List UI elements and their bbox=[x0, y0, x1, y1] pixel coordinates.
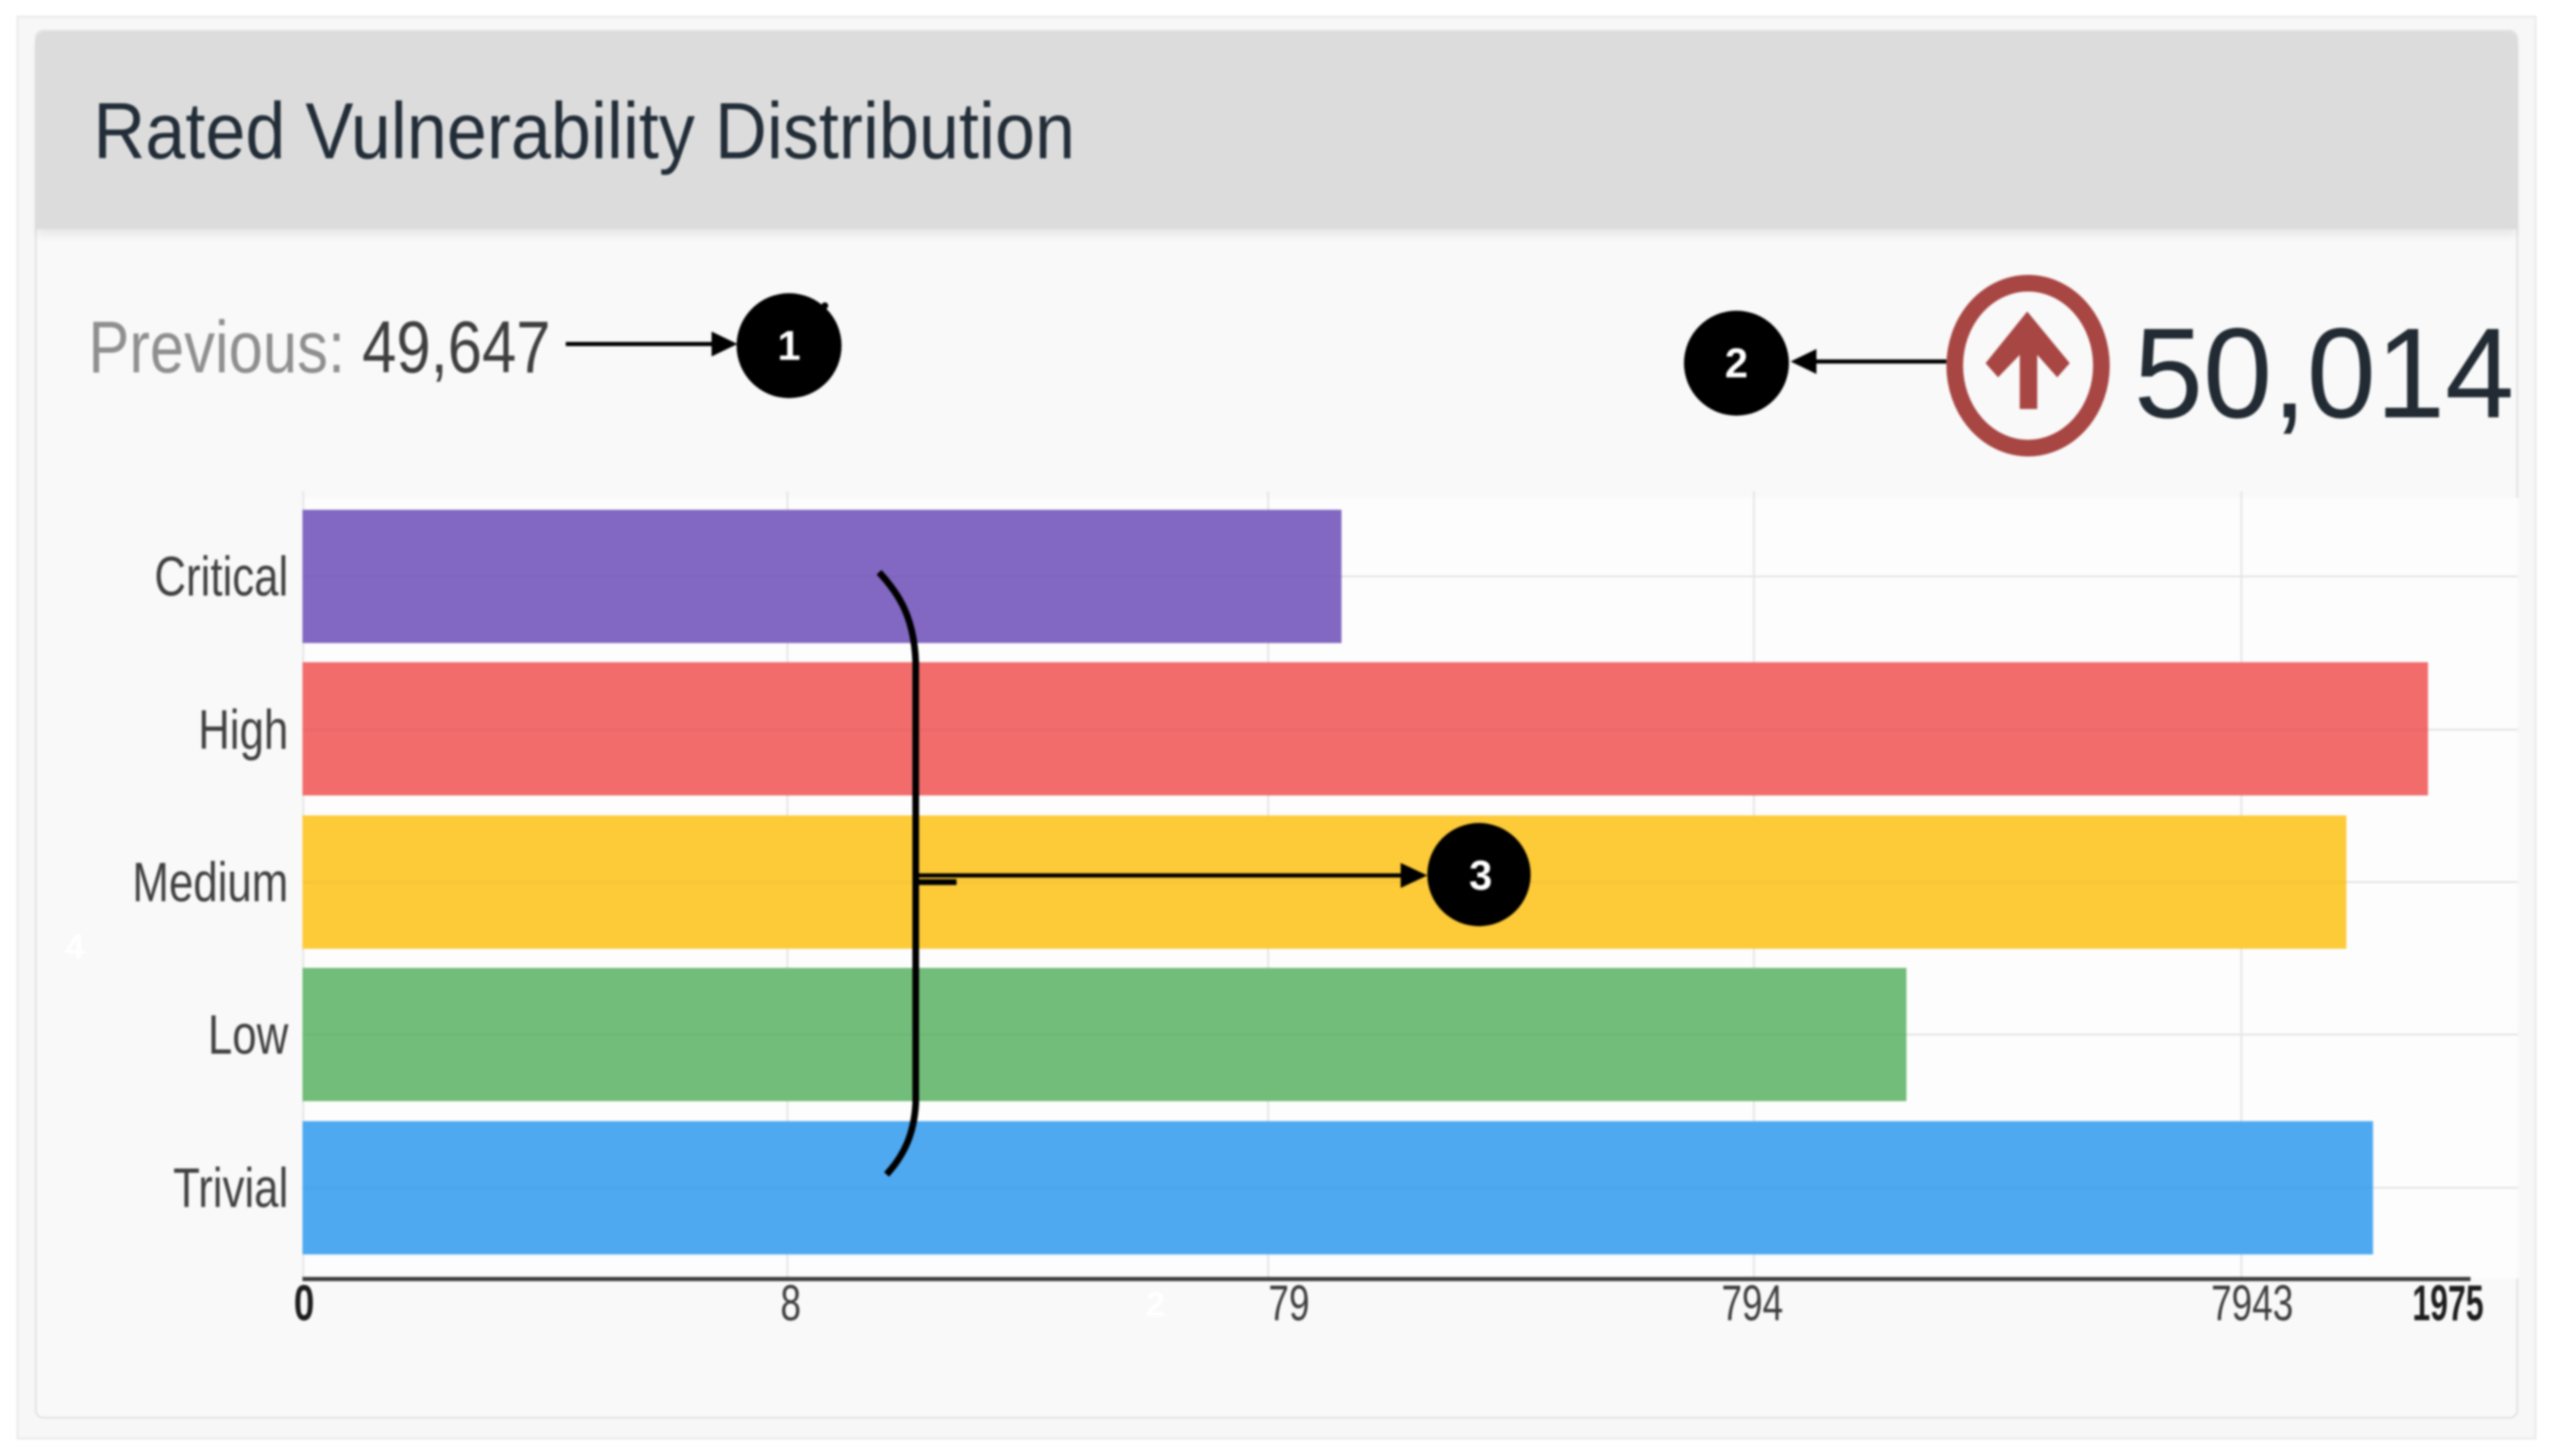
svg-text:1: 1 bbox=[777, 322, 801, 369]
svg-text:3: 3 bbox=[1469, 852, 1492, 899]
svg-text:2: 2 bbox=[1725, 340, 1748, 386]
